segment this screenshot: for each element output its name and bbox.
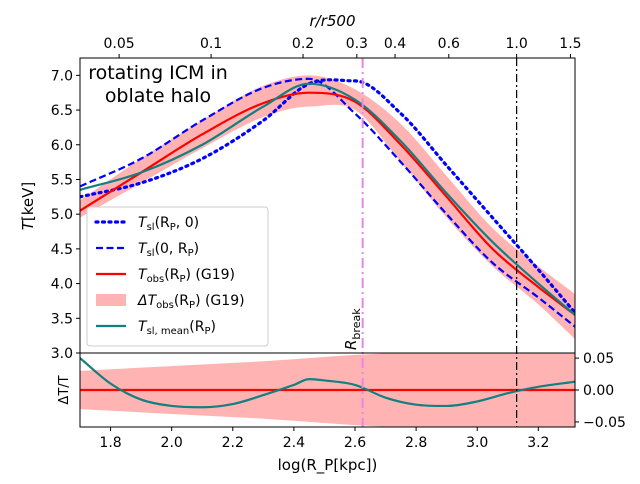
axis-ticks: 3.0 3.5 4.0 4.5 5.0 5.5 6.0 6.5 7.0 0.05 0.1 0.2 0.3… [51, 36, 626, 451]
main-ytick-label: 6.5 [51, 103, 73, 119]
xtick-label: 1.8 [99, 435, 121, 451]
top-axis-label: r/r500 [309, 12, 355, 30]
band-obs-error [80, 75, 575, 340]
main-ytick-label: 3.5 [51, 311, 73, 327]
main-ytick-label: 5.0 [51, 207, 73, 223]
ratio-ytick-label: 0.05 [583, 351, 614, 367]
top-tick-label: 0.2 [292, 36, 314, 52]
top-tick-label: 1.0 [506, 36, 528, 52]
xtick-label: 3.0 [466, 435, 488, 451]
legend-label: ΔTobs(RP) (G19) [137, 293, 245, 311]
ratio-ylabel: ΔT/T [57, 375, 72, 404]
vertical-lines [361, 58, 518, 427]
rbreak-label: Rbreak [342, 308, 363, 350]
legend: Tsl(RP, 0) Tsl(0, RP) Tobs(RP) (G19) ΔTobs(… [86, 206, 269, 347]
main-ytick-label: 6.0 [51, 138, 73, 154]
xtick-label: 3.2 [527, 435, 549, 451]
main-series-lines [80, 77, 575, 328]
legend-swatch-band [96, 294, 126, 306]
main-ytick-label: 5.5 [51, 172, 73, 188]
top-tick-label: 1.5 [559, 36, 581, 52]
xtick-label: 2.6 [344, 435, 366, 451]
top-tick-label: 0.05 [104, 36, 135, 52]
series-line-2 [80, 91, 575, 316]
annotation-text: rotating ICM in oblate halo [88, 62, 228, 107]
main-ytick-label: 7.0 [51, 68, 73, 84]
top-tick-label: 0.4 [384, 36, 406, 52]
xtick-label: 2.2 [222, 435, 244, 451]
legend-label: Tsl, mean(RP) [138, 319, 216, 337]
xtick-label: 2.0 [161, 435, 183, 451]
ratio-line-1 [80, 357, 575, 409]
ratio-ytick-label: −0.05 [583, 415, 626, 431]
main-ytick-label: 4.5 [51, 242, 73, 258]
main-ylabel: T[keV] [19, 182, 37, 231]
main-ytick-label: 3.0 [51, 346, 73, 362]
ratio-ytick-label: 0.00 [583, 383, 614, 399]
legend-label: Tsl(RP, 0) [138, 215, 199, 233]
legend-box [86, 206, 269, 347]
top-tick-label: 0.6 [438, 36, 460, 52]
top-tick-label: 0.3 [346, 36, 368, 52]
xtick-label: 2.4 [283, 435, 305, 451]
legend-label: Tsl(0, RP) [138, 241, 199, 259]
main-error-band [80, 75, 575, 340]
ratio-series-lines [80, 357, 575, 409]
series-line-3 [80, 82, 575, 316]
series-line-1 [80, 77, 575, 328]
xtick-label: 2.8 [405, 435, 427, 451]
xlabel: log(R_P[kpc]) [278, 456, 378, 475]
series-line-0 [80, 78, 575, 315]
top-tick-label: 0.1 [200, 36, 222, 52]
legend-label: Tobs(RP) (G19) [138, 267, 235, 285]
main-ytick-label: 4.0 [51, 277, 73, 293]
